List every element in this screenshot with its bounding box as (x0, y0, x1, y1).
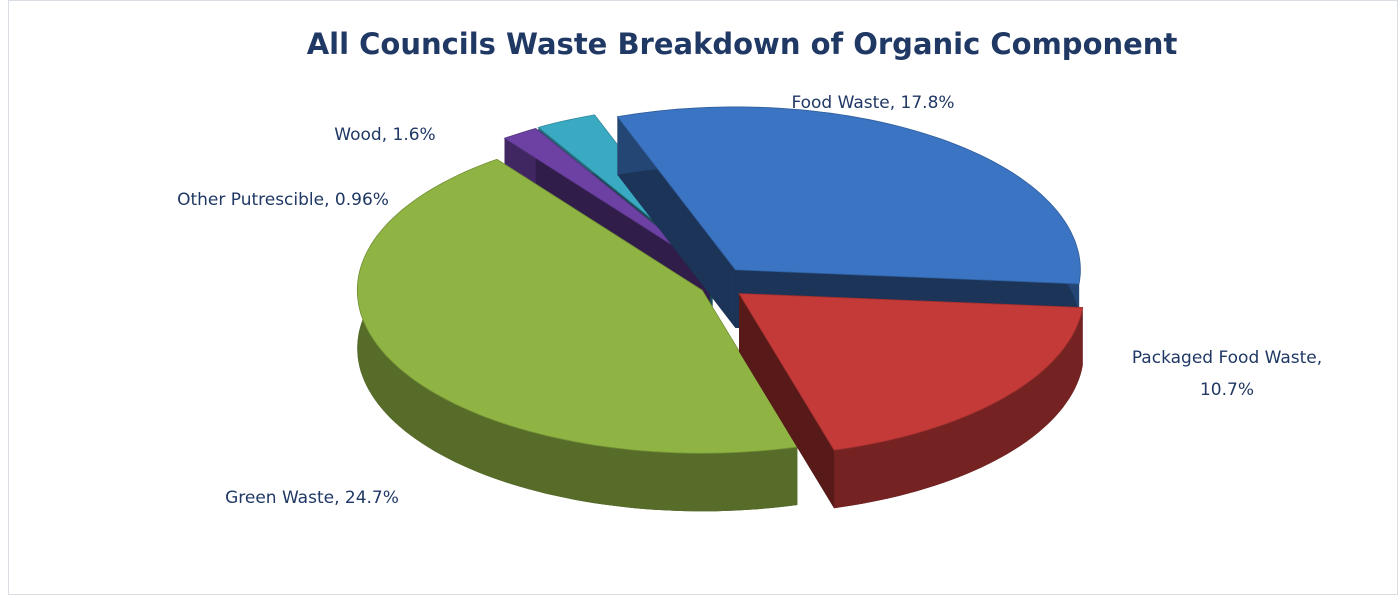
slice-side (357, 159, 798, 512)
labels: Food Waste, 17.8% Packaged Food Waste, 10.… (177, 93, 1322, 508)
data-label: Wood, 1.6% (334, 125, 435, 145)
data-label: Food Waste, 17.8% (791, 93, 954, 113)
slice-top (738, 293, 1084, 451)
slice-wall (739, 293, 835, 509)
slice-side (834, 307, 1083, 509)
slice-top (503, 128, 711, 270)
pie (356, 106, 1084, 512)
data-label: Other Putrescible, 0.96% (177, 190, 389, 210)
pie-slice (356, 158, 798, 512)
slice-top (616, 106, 1081, 285)
data-label: Green Waste, 24.7% (225, 488, 399, 508)
data-label: Packaged Food Waste, (1132, 348, 1322, 368)
pie-slice (738, 293, 1084, 509)
chart-title: All Councils Waste Breakdown of Organic … (307, 27, 1178, 61)
data-label: 10.7% (1200, 380, 1254, 400)
slice-top (356, 158, 798, 454)
